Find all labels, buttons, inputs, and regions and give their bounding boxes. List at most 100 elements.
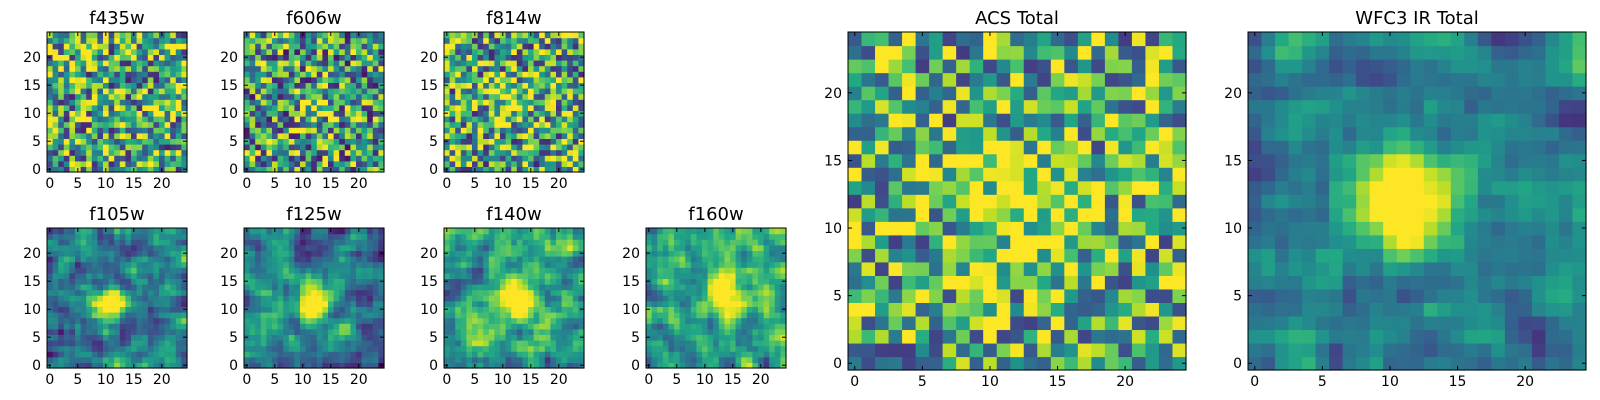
heatmap-cell <box>1118 315 1133 331</box>
heatmap-cell <box>333 250 340 257</box>
heatmap-cell <box>52 323 59 330</box>
heatmap-cell <box>69 54 76 61</box>
heatmap-cell <box>350 155 357 162</box>
heatmap-cell <box>1172 315 1187 331</box>
heatmap-cell <box>356 284 363 291</box>
heatmap-cell <box>333 278 340 285</box>
heatmap-cell <box>181 76 188 83</box>
heatmap-cell <box>477 121 484 128</box>
heatmap-cell <box>103 71 110 78</box>
heatmap-cell <box>114 244 121 251</box>
heatmap-cell <box>668 312 675 319</box>
heatmap-cell <box>91 32 98 39</box>
heatmap-cell <box>494 127 501 134</box>
heatmap-cell <box>528 272 535 279</box>
heatmap-cell <box>164 127 171 134</box>
heatmap-cell <box>344 54 351 61</box>
heatmap-cell <box>494 356 501 363</box>
heatmap-cell <box>153 60 160 67</box>
x-tick-label: 0 <box>45 372 54 388</box>
heatmap-cell <box>460 54 467 61</box>
heatmap-cell <box>996 302 1011 317</box>
heatmap-cell <box>578 60 585 67</box>
heatmap-cell <box>311 334 318 341</box>
heatmap-cell <box>969 315 984 331</box>
heatmap-cell <box>372 356 379 363</box>
heatmap-cell <box>344 88 351 95</box>
heatmap-cell <box>361 267 368 274</box>
heatmap-cell <box>718 284 725 291</box>
heatmap-cell <box>752 267 759 274</box>
heatmap-cell <box>544 228 551 235</box>
heatmap-cell <box>449 43 456 50</box>
heatmap-cell <box>283 43 290 50</box>
heatmap-cell <box>80 228 87 235</box>
heatmap-cell <box>477 261 484 268</box>
heatmap-cell <box>455 60 462 67</box>
heatmap-cell <box>550 110 557 117</box>
heatmap-cell <box>367 300 374 307</box>
heatmap-cell <box>533 284 540 291</box>
heatmap-cell <box>1064 261 1079 276</box>
heatmap-cell <box>848 356 863 371</box>
heatmap-cell <box>500 233 507 240</box>
heatmap-cell <box>466 295 473 302</box>
heatmap-cell <box>505 295 512 302</box>
heatmap-cell <box>288 121 295 128</box>
heatmap-cell <box>108 76 115 83</box>
heatmap-cell <box>272 300 279 307</box>
heatmap-cell <box>460 82 467 89</box>
heatmap-cell <box>763 317 770 324</box>
heatmap-cell <box>472 300 479 307</box>
heatmap-cell <box>774 261 781 268</box>
heatmap-cell <box>449 312 456 319</box>
heatmap-cell <box>511 356 518 363</box>
heatmap-cell <box>147 284 154 291</box>
heatmap-cell <box>266 312 273 319</box>
heatmap-cell <box>52 306 59 313</box>
heatmap-cell <box>657 312 664 319</box>
heatmap-cell <box>561 110 568 117</box>
heatmap-cell <box>1023 288 1038 303</box>
heatmap-cell <box>328 334 335 341</box>
heatmap-cell <box>466 233 473 240</box>
heatmap-cell <box>311 43 318 50</box>
heatmap-cell <box>153 250 160 257</box>
heatmap-cell <box>763 239 770 246</box>
heatmap-cell <box>477 127 484 134</box>
heatmap-cell <box>746 300 753 307</box>
heatmap-cell <box>272 334 279 341</box>
heatmap-cell <box>651 340 658 347</box>
heatmap-cell <box>516 323 523 330</box>
heatmap-cell <box>316 306 323 313</box>
heatmap-cell <box>1010 261 1025 276</box>
heatmap-cell <box>848 315 863 331</box>
heatmap-cell <box>58 306 65 313</box>
heatmap-cell <box>328 256 335 263</box>
heatmap-cell <box>288 43 295 50</box>
heatmap-cell <box>272 43 279 50</box>
heatmap-cell <box>730 340 737 347</box>
heatmap-cell <box>75 127 82 134</box>
heatmap-cell <box>915 329 930 344</box>
heatmap-cell <box>322 351 329 358</box>
heatmap-cell <box>511 104 518 111</box>
heatmap-cell <box>578 272 585 279</box>
heatmap-cell <box>522 356 529 363</box>
heatmap-cell <box>752 334 759 341</box>
heatmap-cell <box>367 244 374 251</box>
heatmap-cell <box>333 160 340 167</box>
heatmap-cell <box>449 48 456 55</box>
heatmap-cell <box>668 256 675 263</box>
heatmap-cell <box>724 233 731 240</box>
heatmap-cell <box>702 356 709 363</box>
heatmap-cell <box>69 300 76 307</box>
heatmap-cell <box>333 127 340 134</box>
heatmap-cell <box>294 160 301 167</box>
heatmap-cell <box>511 295 518 302</box>
heatmap-cell <box>444 345 451 352</box>
heatmap-cell <box>539 340 546 347</box>
heatmap-cell <box>58 312 65 319</box>
heatmap-cell <box>294 93 301 100</box>
heatmap-cell <box>175 356 182 363</box>
